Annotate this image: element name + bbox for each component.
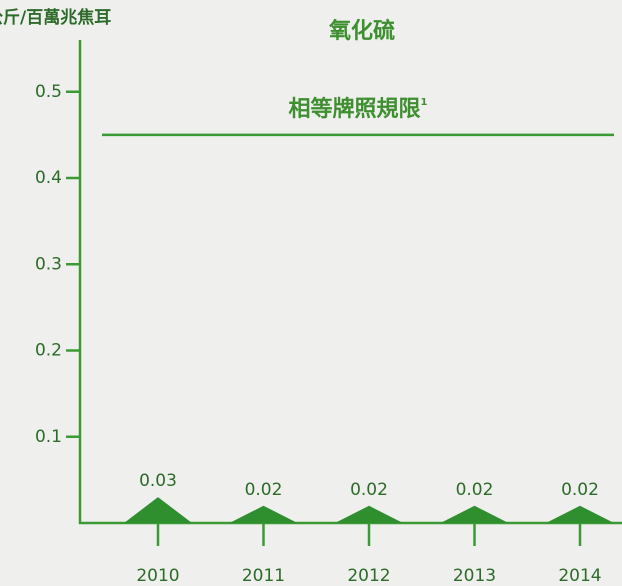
y-tick-label: 0.5 [35, 82, 62, 102]
reference-label: 相等牌照規限1 [289, 96, 428, 122]
y-tick-label: 0.1 [35, 427, 62, 447]
peak [440, 505, 509, 523]
value-label: 0.02 [245, 480, 283, 500]
y-tick-label: 0.4 [35, 168, 62, 188]
reference-note: 1 [421, 97, 428, 108]
x-tick-label: 2011 [242, 566, 285, 586]
x-tick-label: 2013 [453, 566, 496, 586]
peak [229, 505, 298, 523]
x-tick-label: 2012 [347, 566, 390, 586]
peak [335, 505, 403, 523]
value-label: 0.02 [350, 480, 388, 500]
x-tick-label: 2014 [558, 566, 601, 586]
peak [124, 497, 192, 523]
y-tick-label: 0.2 [35, 341, 62, 361]
x-tick-label: 2010 [136, 566, 179, 586]
value-label: 0.02 [456, 480, 494, 500]
y-tick-label: 0.3 [35, 254, 62, 274]
peak [546, 505, 614, 523]
chart-title: 氧化硫 [328, 18, 395, 44]
value-label: 0.02 [561, 480, 599, 500]
y-axis-label: 公斤/百萬兆焦耳 [0, 7, 111, 28]
reference-text: 相等牌照規限 [289, 96, 421, 122]
value-label: 0.03 [139, 471, 177, 491]
